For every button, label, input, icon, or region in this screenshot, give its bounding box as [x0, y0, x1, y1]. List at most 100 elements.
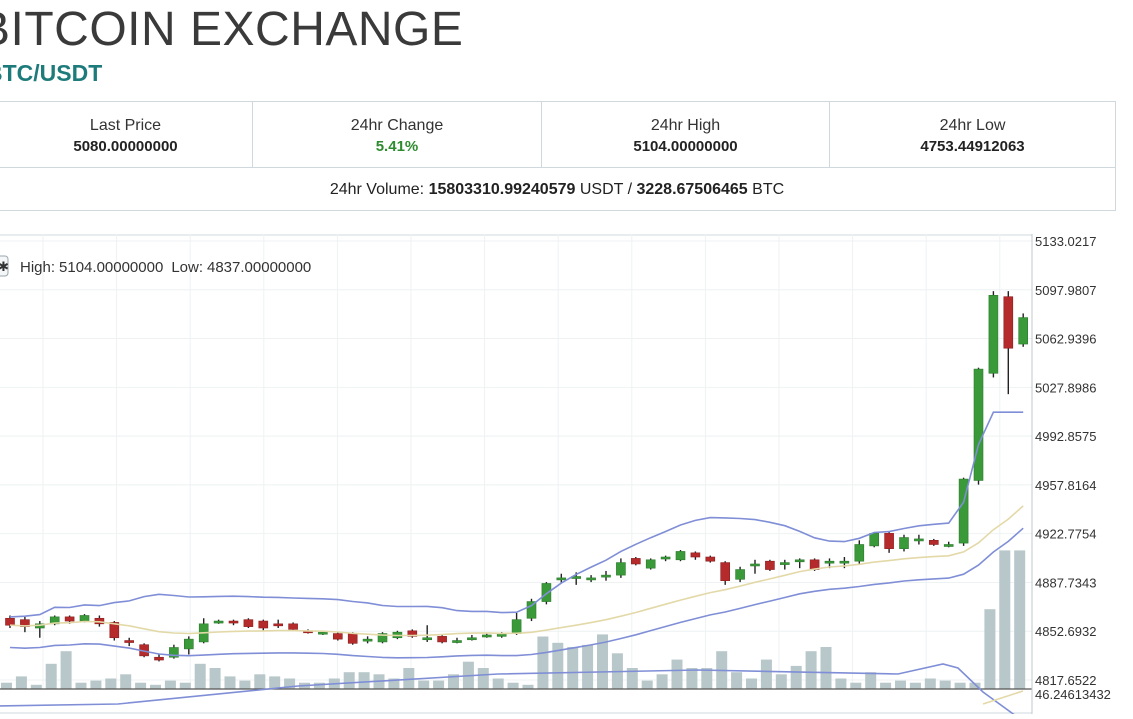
- candle-body: [332, 633, 343, 640]
- legend-low-label: Low:: [171, 259, 203, 276]
- candle-body: [437, 636, 447, 643]
- candle-body: [943, 544, 954, 547]
- volume-bar: [90, 680, 102, 689]
- price-tick-label: 4887.7343: [1035, 575, 1096, 590]
- candle-body: [884, 533, 894, 549]
- candle-body: [660, 556, 671, 560]
- candle-body: [616, 562, 626, 576]
- candle-body: [988, 295, 999, 374]
- legend-toggle-button[interactable]: [0, 255, 9, 277]
- price-tick-label: 5097.9807: [1035, 283, 1096, 298]
- volume-bar: [984, 609, 996, 689]
- volume-bar: [626, 668, 638, 689]
- price-tick-label: 4852.6932: [1035, 624, 1096, 639]
- volume-bar: [358, 672, 370, 689]
- candle-body: [824, 560, 835, 564]
- stat-24hr-high: 24hr High 5104.00000000: [542, 102, 830, 167]
- volume-bar: [567, 647, 579, 689]
- page-title: BITCOIN EXCHANGE: [0, 3, 464, 56]
- moving-average-line: [9, 505, 1024, 637]
- candle-body: [899, 537, 909, 549]
- volume-bar: [507, 682, 519, 689]
- candle-body: [273, 623, 284, 627]
- price-tick-label: 4817.6522: [1035, 673, 1096, 688]
- volume-bar: [30, 684, 42, 689]
- price-tick-label: 4992.8575: [1035, 429, 1096, 444]
- candle-body: [184, 638, 194, 650]
- volume-ma-line: [982, 690, 1024, 705]
- volume-bar: [746, 678, 757, 689]
- legend-low-value: 4837.00000000: [207, 259, 311, 276]
- volume-bar: [597, 634, 608, 689]
- volume-bar: [179, 682, 191, 689]
- volume-bar: [477, 668, 489, 689]
- candle-body: [630, 558, 641, 565]
- chart-legend: ✱ High: 5104.00000000 Low: 4837.00000000: [0, 255, 311, 277]
- legend-high-label: High:: [20, 259, 55, 276]
- volume-bar: [865, 672, 877, 689]
- candle-body: [5, 617, 15, 626]
- volume-bar: [552, 642, 564, 689]
- candle-body: [869, 533, 880, 547]
- last-price-label: Last Price: [89, 117, 162, 134]
- volume-bar: [656, 674, 668, 689]
- volume-bar: [924, 678, 936, 689]
- volume-bar: [60, 651, 72, 689]
- volume-btc-value: 3228.67506465: [636, 181, 748, 198]
- candle-body: [124, 640, 134, 643]
- candle-body: [169, 647, 179, 658]
- volume-bar: [313, 682, 325, 689]
- candle-body: [467, 637, 477, 641]
- volume-separator: /: [627, 181, 633, 198]
- volume-bar: [701, 668, 713, 689]
- candle-body: [422, 637, 433, 641]
- candle-body: [794, 559, 805, 563]
- candle-body: [288, 623, 298, 630]
- candle-body: [645, 559, 656, 569]
- volume-bar: [537, 636, 549, 689]
- price-chart[interactable]: 5133.0217 5097.9807 5062.9396 5027.8986 4992…: [0, 234, 1118, 717]
- volume-bar: [224, 676, 236, 689]
- candle-body: [556, 577, 567, 581]
- volume-bar: [135, 682, 147, 689]
- candle-body: [750, 563, 760, 567]
- last-price-value: 5080.00000000: [73, 138, 178, 155]
- volume-bar: [388, 678, 400, 689]
- volume-bar: [909, 682, 921, 689]
- candle-body: [79, 615, 90, 622]
- volume-bar: [582, 644, 594, 689]
- stat-24hr-change: 24hr Change 5.41%: [253, 102, 542, 167]
- candle-body: [973, 368, 984, 481]
- price-tick-label: 5062.9396: [1035, 332, 1096, 347]
- volume-bar: [805, 651, 817, 689]
- volume-tick-label: 46.24613432: [1035, 687, 1111, 702]
- candle-body: [452, 640, 462, 643]
- volume-bar: [164, 680, 176, 689]
- volume-bar: [820, 647, 832, 689]
- candle-body: [586, 577, 596, 581]
- volume-bar: [895, 680, 906, 689]
- candle-body: [839, 560, 850, 564]
- volume-bar: [760, 659, 772, 689]
- candlestick-chart-svg[interactable]: 5133.0217 5097.9807 5062.9396 5027.8986 4992…: [0, 234, 1118, 717]
- candle-body: [854, 544, 865, 562]
- volume-bar: [850, 682, 862, 689]
- volume-usdt-value: 15803310.99240579: [428, 181, 576, 198]
- candle-body: [213, 620, 224, 624]
- price-axis: 5133.0217 5097.9807 5062.9396 5027.8986 4992…: [1031, 234, 1118, 714]
- volume-bar: [75, 682, 87, 689]
- low-value: 4753.44912063: [920, 138, 1025, 155]
- candle-body: [228, 620, 239, 624]
- candle-body: [362, 638, 373, 642]
- volume-bar: [522, 684, 534, 689]
- candle-body: [690, 552, 701, 558]
- candle-body: [541, 583, 552, 602]
- candle-body: [481, 634, 492, 638]
- volume-bar: [433, 680, 445, 689]
- legend-text: High: 5104.00000000 Low: 4837.00000000: [20, 259, 311, 276]
- candle-body: [735, 569, 745, 580]
- volume-bar: [150, 684, 161, 689]
- trading-pair: BTC/USDT: [0, 60, 103, 86]
- high-label: 24hr High: [650, 117, 721, 134]
- candle-body: [765, 560, 775, 570]
